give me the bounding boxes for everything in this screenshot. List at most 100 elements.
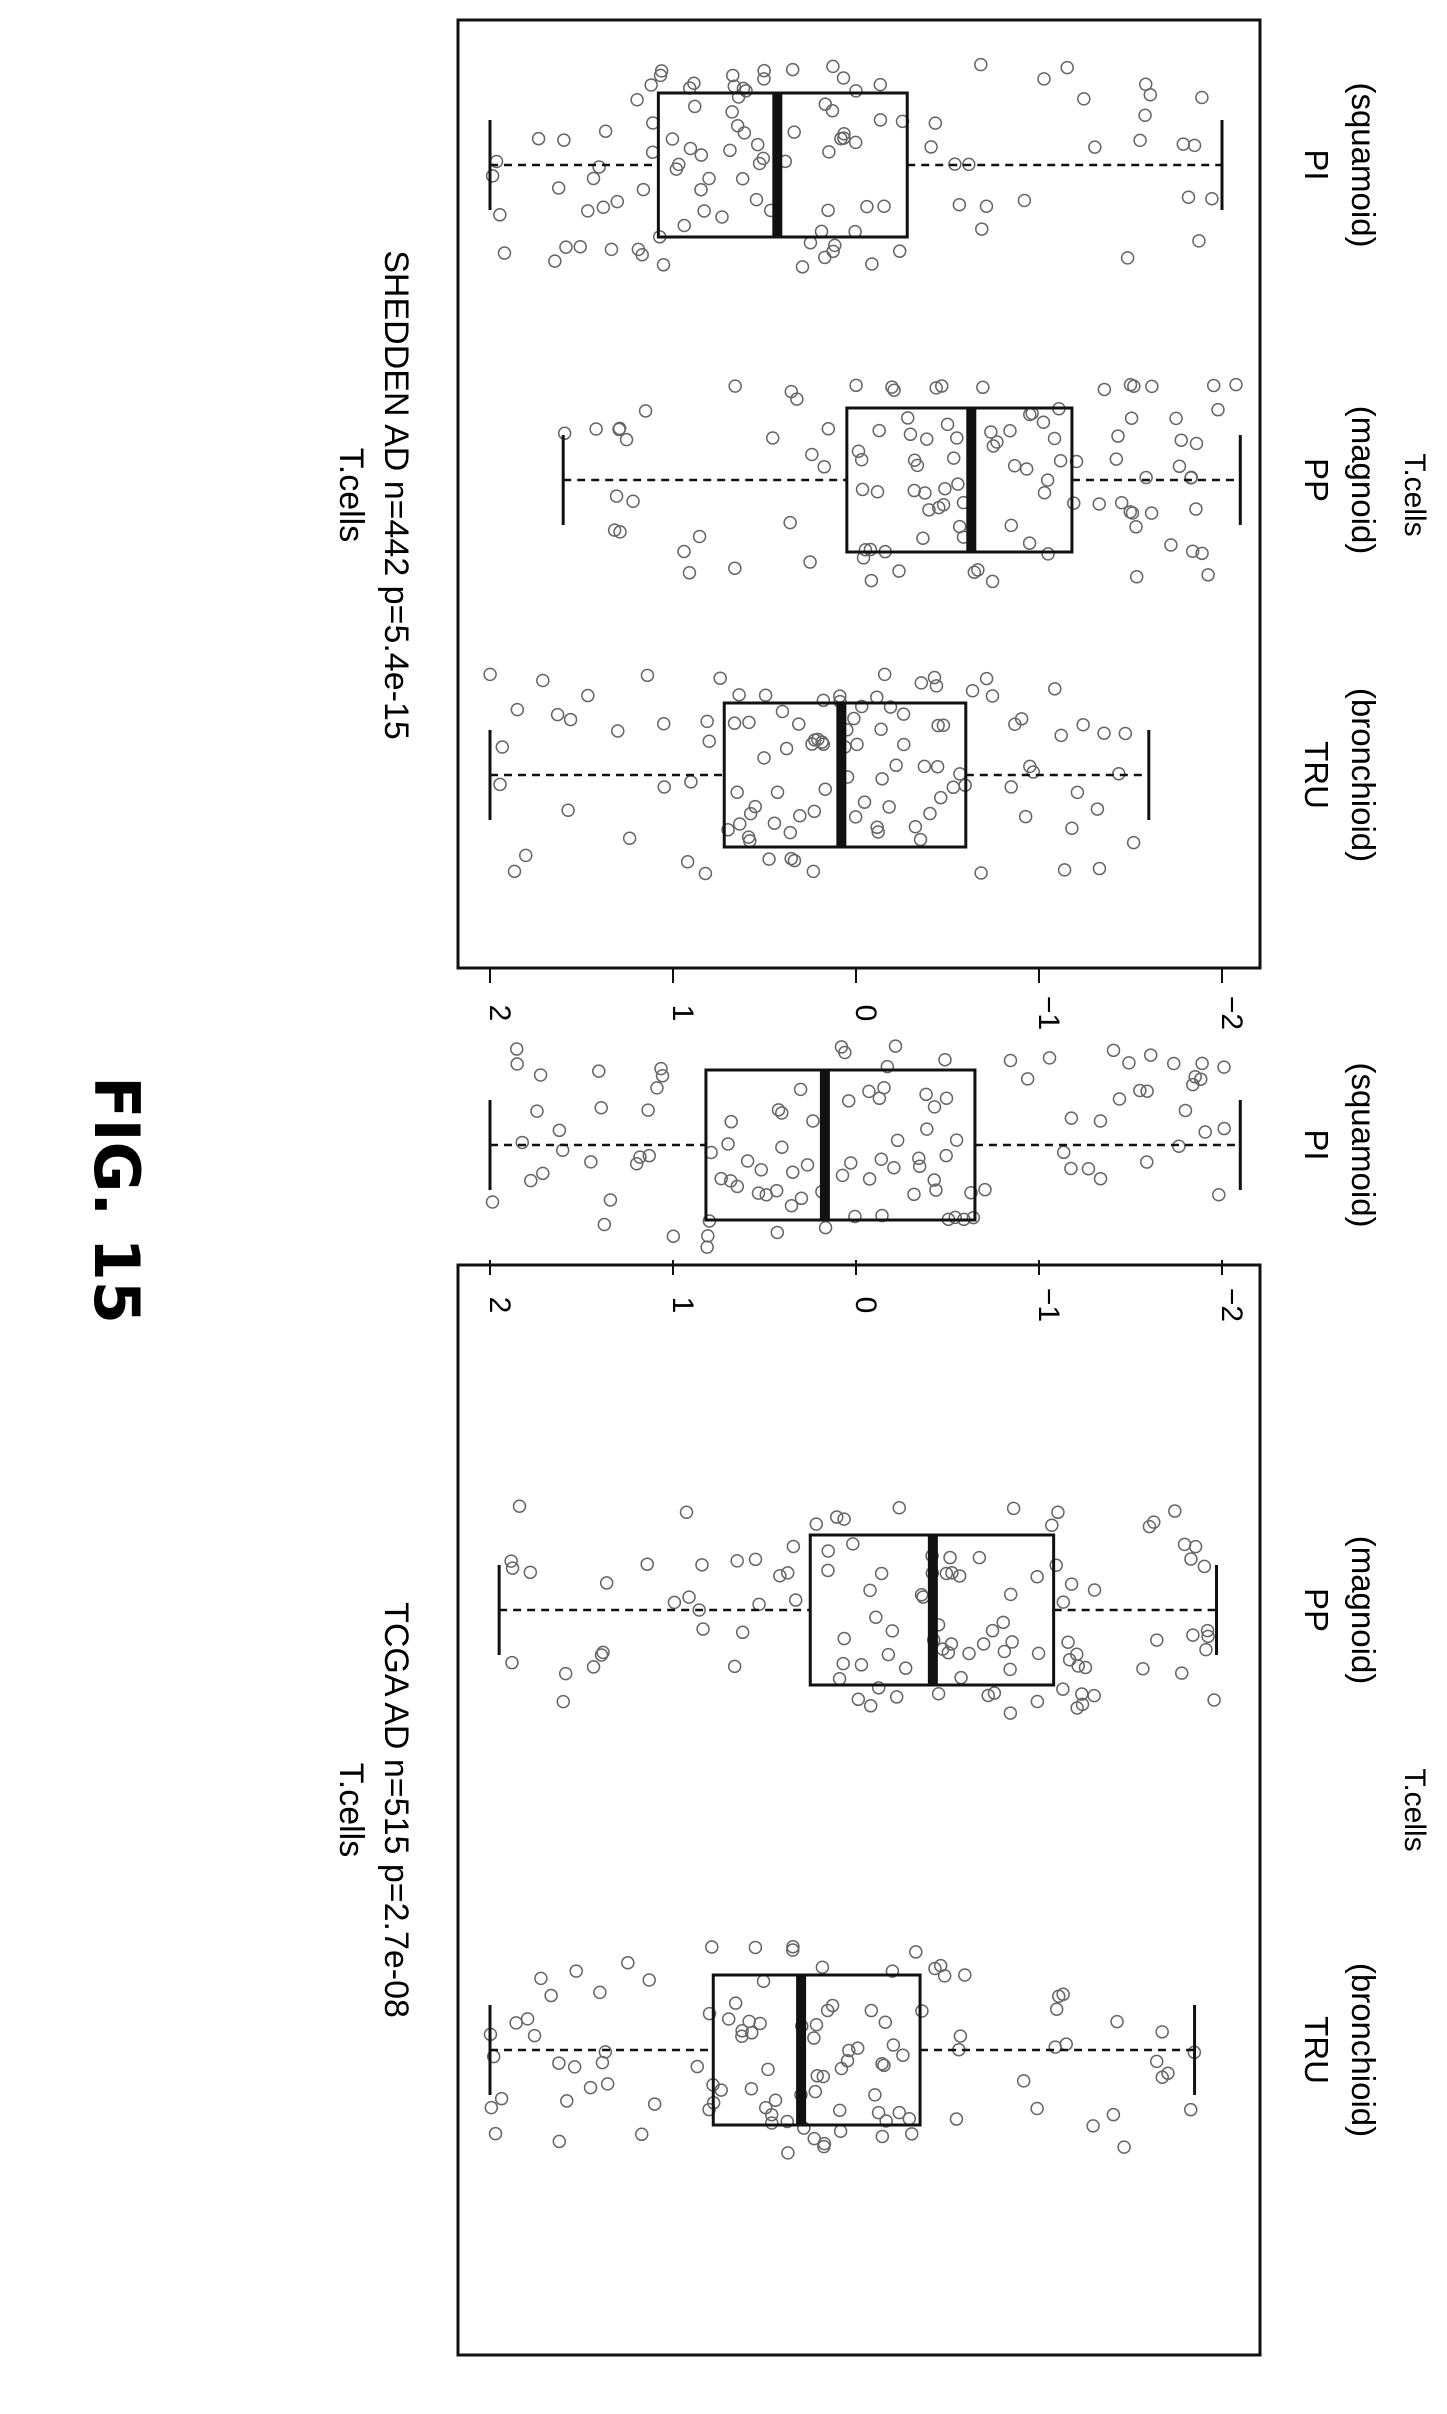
panel-shedden: T.cells SHEDDEN AD n=442 p=5.4e-15 T.cel… [332,18,1431,1030]
data-point [847,711,861,726]
data-point [805,447,819,462]
data-point [748,1552,763,1567]
boxes-tcga [483,1039,1242,2160]
data-point [943,1550,957,1565]
data-point [885,1964,900,1978]
data-point [974,866,988,880]
data-point [916,531,930,545]
data-point [794,1191,809,1206]
data-point [908,819,923,834]
data-point [854,699,869,714]
data-point [953,2029,968,2043]
data-point [1004,780,1018,794]
data-point [1142,1519,1157,1534]
data-point [726,68,740,83]
data-point [730,1554,744,1568]
data-point [929,679,944,693]
data-point [1067,496,1081,510]
data-point [1201,568,1215,582]
data-point [751,1186,766,1200]
data-point [821,422,836,436]
data-point [1136,1661,1150,1676]
data-point [1088,140,1102,154]
data-point [996,1615,1010,1630]
data-point [657,780,671,794]
data-point [862,1172,877,1186]
data-point [1143,88,1158,102]
data-point [723,143,737,158]
data-point [1097,726,1111,740]
data-point [705,1940,719,1954]
data-point [889,1690,904,1704]
data-point [1211,402,1225,417]
data-point [1081,1161,1096,1176]
data-point [1112,1092,1127,1106]
data-point [1041,547,1055,561]
data-point [849,84,863,98]
data-point [834,2061,849,2076]
data-point [1018,809,1033,824]
data-point [864,573,879,588]
data-point [534,1971,548,1986]
data-point [744,2082,759,2096]
data-point [929,1183,943,1197]
data-point [604,242,619,257]
data-point [818,97,833,111]
data-point [1201,1629,1215,1644]
box-iqr [656,91,909,239]
data-point [1048,2040,1063,2054]
data-point [939,1566,954,1581]
data-point [1147,1515,1161,1529]
data-point [1045,1518,1059,1532]
data-point [1049,2002,1064,2016]
data-point [848,135,863,150]
data-point [1093,1171,1108,1186]
data-point [885,380,899,394]
data-point [934,379,949,393]
data-point [739,84,753,98]
data-point [860,199,874,214]
y-axis-tcga: 2 1 0 −1 −2 [483,1260,1248,1322]
data-point [786,1539,801,1554]
data-point [931,718,945,733]
data-point [832,1671,847,1686]
data-point [523,1565,538,1580]
data-point [817,460,831,474]
data-point [787,125,801,139]
data-point [997,1644,1012,1659]
data-point [680,854,695,869]
data-point [742,715,756,730]
data-point [558,1666,573,1681]
data-point [780,1566,795,1580]
box-iqr [711,1973,922,2127]
data-point [864,2003,879,2018]
y-tick-label: −2 [1215,996,1248,1030]
data-point [1090,802,1105,816]
data-point [856,551,871,565]
data-point [702,734,717,748]
data-point [599,1576,614,1590]
data-point [842,2043,856,2058]
data-point [656,258,671,272]
data-point [495,740,510,754]
data-point [1023,759,1037,774]
data-point [964,1185,978,1200]
data-point [903,427,918,442]
data-point [912,1159,927,1174]
data-point [826,244,840,259]
y-tick-label: 1 [666,1297,699,1314]
data-point [735,2029,749,2044]
data-point [833,2124,848,2139]
data-point [785,62,800,77]
data-point [1087,1688,1101,1703]
data-point [536,673,550,688]
data-point [727,1659,742,1674]
data-point [640,1557,654,1571]
data-point [1036,415,1051,429]
data-point [1054,728,1068,743]
data-point [1206,378,1221,393]
data-point [873,113,888,127]
data-point [1111,429,1125,443]
data-point [985,1623,1000,1638]
data-point [1086,2119,1100,2133]
